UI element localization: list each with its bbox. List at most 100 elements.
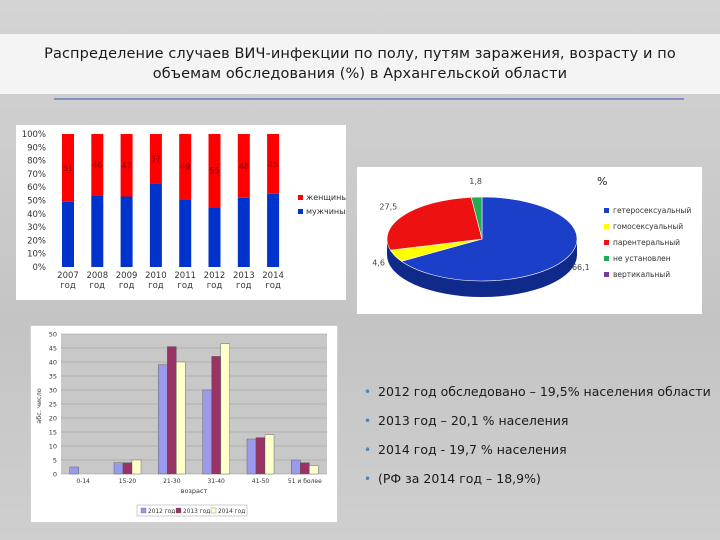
bar-female	[149, 134, 162, 184]
x-tick-label: 31-40	[207, 478, 225, 485]
legend-swatch	[604, 224, 609, 229]
y-tick-label: 0	[53, 471, 57, 479]
legend-swatch	[210, 507, 217, 514]
y-tick-label: 60%	[27, 183, 46, 193]
bar-male	[62, 201, 74, 267]
y-tick-label: 70%	[27, 170, 46, 180]
x-tick-label-year: 2010	[145, 271, 167, 281]
x-tick-label-unit: год	[148, 281, 164, 291]
bar-2014-год	[176, 361, 186, 475]
y-tick-label: 10	[49, 443, 57, 451]
bar-2012-год	[113, 462, 124, 475]
bar-female	[179, 134, 192, 200]
legend-label: 2013 год	[183, 509, 210, 515]
x-tick-label: 15-20	[119, 478, 137, 485]
x-tick-label-year: 2012	[204, 271, 226, 281]
bar-2012-год	[158, 364, 168, 475]
legend-label: гетеросексуальный	[613, 206, 691, 215]
legend-swatch-male	[298, 209, 303, 214]
legend-label: вертикальный	[613, 270, 670, 279]
bar-male	[120, 196, 133, 267]
y-tick-label: 40	[49, 359, 57, 367]
bar-female	[62, 134, 74, 202]
y-tick-label: 30%	[27, 223, 46, 233]
x-tick-label-year: 2008	[86, 271, 108, 281]
gender-chart: 0% 10% 20% 30% 40% 50% 60% 70% 80% 90% 100% 51 2007…	[22, 130, 348, 291]
bar-2013-год	[211, 356, 221, 475]
legend-label: не установлен	[613, 254, 671, 263]
data-label-female: 47	[122, 161, 132, 170]
y-tick-label: 50	[49, 331, 57, 339]
pie-data-label: 66,1	[572, 263, 590, 272]
legend-swatch	[604, 208, 609, 213]
transmission-chart-panel: % 66,1 4,6 27,5 1,8 гетеросексуальный гомосе…	[357, 167, 702, 314]
gender-chart-panel: 0% 10% 20% 30% 40% 50% 60% 70% 80% 90% 100% 51 2007…	[16, 125, 348, 300]
y-tick-label: 20%	[27, 236, 46, 246]
x-tick-label-unit: год	[90, 281, 106, 291]
bar-2014-год	[131, 459, 142, 475]
pie-slice-1	[400, 196, 578, 282]
legend-label: 2014 год	[218, 509, 245, 515]
bar-male	[179, 199, 192, 267]
x-tick-label: 21-30	[163, 478, 181, 485]
legend-swatch	[604, 240, 609, 245]
bar-2014-год	[220, 343, 230, 475]
bar-2014-год	[309, 465, 319, 475]
y-tick-label: 40%	[27, 210, 46, 220]
legend-swatch-female	[298, 195, 303, 200]
bar-female	[237, 134, 250, 198]
data-label-female: 48	[239, 162, 249, 171]
bullet-dot-icon: •	[364, 443, 372, 457]
legend-label-female: женщины	[306, 193, 346, 202]
bullet-dot-icon: •	[364, 472, 372, 486]
y-tick-label: 30	[49, 387, 57, 395]
y-tick-label: 50%	[27, 197, 46, 207]
slide-title: Распределение случаев ВИЧ-инфекции по по…	[44, 46, 676, 82]
bullet-dot-icon: •	[364, 385, 372, 399]
x-tick-label-year: 2013	[233, 271, 255, 281]
bar-male	[208, 207, 221, 267]
legend-swatch	[604, 256, 609, 261]
y-tick-label: 10%	[27, 250, 46, 260]
transmission-chart: % 66,1 4,6 27,5 1,8 гетеросексуальный гомосе…	[372, 175, 691, 297]
bar-male	[267, 193, 280, 267]
bar-male	[91, 195, 104, 267]
x-tick-label-unit: год	[177, 281, 193, 291]
y-axis-title: абс. число	[35, 388, 43, 423]
y-tick-label: 15	[49, 429, 57, 437]
legend-box	[136, 504, 248, 517]
pie-data-label: 27,5	[379, 203, 397, 212]
bar-male	[237, 197, 250, 267]
legend-label: парентеральный	[613, 238, 680, 247]
y-tick-label: 45	[49, 345, 57, 353]
bar-2013-год	[255, 437, 266, 475]
data-label-female: 51	[63, 164, 73, 173]
bullet-item: • 2012 год обследовано – 19,5% населения …	[364, 384, 711, 399]
pie-data-label: 4,6	[372, 258, 385, 267]
legend-label-male: мужчины	[306, 207, 345, 216]
bullet-item: • 2014 год - 19,7 % населения	[364, 442, 567, 457]
bar-female	[120, 134, 133, 197]
x-tick-label-year: 2009	[116, 271, 138, 281]
x-tick-label: 51 и более	[288, 478, 322, 485]
x-tick-label: 0-14	[76, 478, 90, 485]
x-tick-label-year: 2011	[174, 271, 196, 281]
data-label-female: 45	[268, 160, 278, 169]
survey-bullets: • 2012 год обследовано – 19,5% населения …	[364, 384, 714, 500]
y-tick-label: 90%	[27, 143, 46, 153]
age-chart-panel: 0 5 10 15 20 25 30 35 40 45 50 абс. число возраст 0-1…	[30, 325, 338, 523]
y-tick-label: 100%	[22, 130, 46, 140]
bullet-item: • 2013 год – 20,1 % населения	[364, 413, 569, 428]
data-label-female: 37	[151, 155, 161, 164]
legend-swatch	[175, 507, 182, 514]
pie-title: %	[597, 175, 607, 188]
title-bar	[0, 34, 720, 94]
bar-2013-год	[300, 462, 310, 475]
pie-depth-wall	[387, 239, 577, 297]
data-label-female: 55	[209, 167, 219, 176]
x-axis-title: возраст	[181, 487, 208, 495]
bar-2012-год	[202, 389, 212, 475]
legend-swatch	[140, 507, 147, 514]
bar-female	[267, 134, 280, 194]
x-tick-label-year: 2014	[262, 271, 284, 281]
